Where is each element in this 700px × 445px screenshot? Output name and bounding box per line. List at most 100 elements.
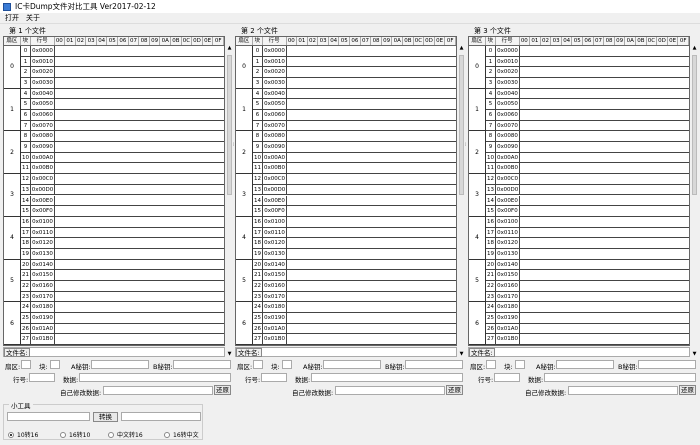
- tool-output[interactable]: [121, 412, 201, 421]
- table-row[interactable]: 15 0x00F0: [21, 206, 224, 217]
- table-row[interactable]: 1 0x0010: [486, 56, 689, 68]
- sector-input[interactable]: [486, 360, 496, 369]
- table-row[interactable]: 21 0x0150: [253, 270, 456, 281]
- table-row[interactable]: 12 0x00C0: [253, 174, 456, 185]
- block-input[interactable]: [50, 360, 60, 369]
- table-row[interactable]: 9 0x0090: [486, 142, 689, 153]
- table-row[interactable]: 21 0x0150: [486, 270, 689, 281]
- table-row[interactable]: 10 0x00A0: [253, 152, 456, 164]
- table-row[interactable]: 8 0x0080: [21, 131, 224, 143]
- table-row[interactable]: 26 0x01A0: [21, 323, 224, 335]
- data-input[interactable]: [311, 373, 463, 382]
- block-input[interactable]: [282, 360, 292, 369]
- scroll-down-icon[interactable]: ▼: [227, 351, 232, 357]
- data-input[interactable]: [544, 373, 696, 382]
- table-row[interactable]: 5 0x0050: [486, 99, 689, 111]
- table-row[interactable]: 13 0x00D0: [253, 184, 456, 196]
- table-row[interactable]: 24 0x0180: [253, 302, 456, 313]
- table-row[interactable]: 8 0x0080: [486, 131, 689, 143]
- table-row[interactable]: 25 0x0190: [253, 312, 456, 324]
- vertical-scrollbar[interactable]: ▲ ▼: [458, 45, 465, 357]
- radio-16to10[interactable]: 16转10: [60, 430, 90, 439]
- tool-input[interactable]: [7, 412, 90, 421]
- table-row[interactable]: 26 0x01A0: [486, 323, 689, 335]
- table-row[interactable]: 25 0x0190: [486, 312, 689, 324]
- table-row[interactable]: 20 0x0140: [486, 259, 689, 271]
- line-input[interactable]: [261, 373, 287, 382]
- table-row[interactable]: 4 0x0040: [486, 88, 689, 100]
- table-row[interactable]: 7 0x0070: [21, 120, 224, 132]
- table-row[interactable]: 22 0x0160: [486, 280, 689, 292]
- table-row[interactable]: 18 0x0120: [486, 238, 689, 249]
- custom-data-input[interactable]: [103, 386, 213, 395]
- splitter[interactable]: ⁞: [464, 142, 467, 148]
- scroll-up-icon[interactable]: ▲: [227, 45, 232, 51]
- line-input[interactable]: [29, 373, 55, 382]
- table-row[interactable]: 12 0x00C0: [486, 174, 689, 185]
- table-row[interactable]: 11 0x00B0: [21, 163, 224, 175]
- filename-field[interactable]: 文件名:: [468, 347, 690, 357]
- menu-about[interactable]: 关于: [26, 14, 40, 22]
- table-row[interactable]: 17 0x0110: [253, 227, 456, 239]
- filename-field[interactable]: 文件名:: [3, 347, 225, 357]
- scroll-thumb[interactable]: [692, 55, 697, 195]
- table-row[interactable]: 14 0x00E0: [486, 195, 689, 207]
- table-row[interactable]: 0 0x0000: [21, 46, 224, 57]
- data-input[interactable]: [79, 373, 231, 382]
- table-row[interactable]: 17 0x0110: [21, 227, 224, 239]
- table-row[interactable]: 18 0x0120: [21, 238, 224, 249]
- table-row[interactable]: 7 0x0070: [253, 120, 456, 132]
- vertical-scrollbar[interactable]: ▲ ▼: [226, 45, 233, 357]
- table-row[interactable]: 3 0x0030: [21, 78, 224, 89]
- table-row[interactable]: 21 0x0150: [21, 270, 224, 281]
- table-row[interactable]: 22 0x0160: [21, 280, 224, 292]
- splitter[interactable]: ⁞: [232, 142, 235, 148]
- table-row[interactable]: 18 0x0120: [253, 238, 456, 249]
- table-row[interactable]: 27 0x01B0: [253, 334, 456, 345]
- block-input[interactable]: [515, 360, 525, 369]
- custom-data-input[interactable]: [335, 386, 445, 395]
- table-row[interactable]: 13 0x00D0: [21, 184, 224, 196]
- table-row[interactable]: 0 0x0000: [486, 46, 689, 57]
- keyb-input[interactable]: [173, 360, 231, 369]
- table-row[interactable]: 20 0x0140: [21, 259, 224, 271]
- table-row[interactable]: 23 0x0170: [21, 291, 224, 303]
- table-row[interactable]: 10 0x00A0: [486, 152, 689, 164]
- radio-16-to-cn[interactable]: 16转中文: [164, 430, 199, 439]
- table-row[interactable]: 5 0x0050: [21, 99, 224, 111]
- restore-button[interactable]: 还原: [446, 385, 463, 395]
- custom-data-input[interactable]: [568, 386, 678, 395]
- table-row[interactable]: 19 0x0130: [21, 248, 224, 260]
- scroll-down-icon[interactable]: ▼: [459, 351, 464, 357]
- restore-button[interactable]: 还原: [679, 385, 696, 395]
- table-row[interactable]: 14 0x00E0: [21, 195, 224, 207]
- scroll-up-icon[interactable]: ▲: [692, 45, 697, 51]
- keya-input[interactable]: [556, 360, 614, 369]
- table-row[interactable]: 27 0x01B0: [486, 334, 689, 345]
- table-row[interactable]: 24 0x0180: [21, 302, 224, 313]
- scroll-thumb[interactable]: [459, 55, 464, 195]
- table-row[interactable]: 4 0x0040: [253, 88, 456, 100]
- table-row[interactable]: 16 0x0100: [253, 216, 456, 228]
- table-row[interactable]: 3 0x0030: [253, 78, 456, 89]
- table-row[interactable]: 20 0x0140: [253, 259, 456, 271]
- table-row[interactable]: 19 0x0130: [486, 248, 689, 260]
- convert-button[interactable]: 转换: [93, 412, 118, 422]
- restore-button[interactable]: 还原: [214, 385, 231, 395]
- keyb-input[interactable]: [638, 360, 696, 369]
- table-row[interactable]: 13 0x00D0: [486, 184, 689, 196]
- table-row[interactable]: 14 0x00E0: [253, 195, 456, 207]
- table-row[interactable]: 5 0x0050: [253, 99, 456, 111]
- radio-10to16[interactable]: 10转16: [8, 430, 38, 439]
- table-row[interactable]: 9 0x0090: [21, 142, 224, 153]
- table-row[interactable]: 16 0x0100: [486, 216, 689, 228]
- scroll-thumb[interactable]: [227, 55, 232, 195]
- table-row[interactable]: 6 0x0060: [486, 110, 689, 121]
- table-row[interactable]: 9 0x0090: [253, 142, 456, 153]
- line-input[interactable]: [494, 373, 520, 382]
- table-row[interactable]: 16 0x0100: [21, 216, 224, 228]
- radio-cn-to16[interactable]: 中文转16: [108, 430, 143, 439]
- menu-open[interactable]: 打开: [5, 14, 19, 22]
- table-row[interactable]: 8 0x0080: [253, 131, 456, 143]
- table-row[interactable]: 0 0x0000: [253, 46, 456, 57]
